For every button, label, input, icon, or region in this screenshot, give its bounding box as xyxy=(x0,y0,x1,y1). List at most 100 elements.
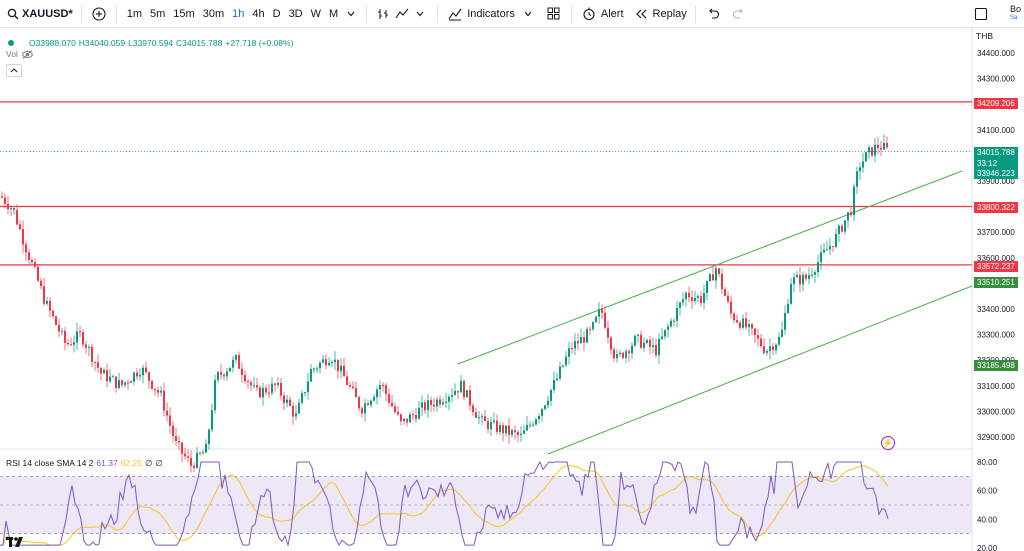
candle-up-body xyxy=(142,367,144,376)
candle-down-body xyxy=(649,339,651,347)
candle-down-body xyxy=(106,369,108,382)
candle-up-body xyxy=(226,371,228,377)
chevron-down-icon[interactable] xyxy=(519,5,537,23)
candle-up-body xyxy=(511,430,513,435)
candle-up-body xyxy=(625,351,627,358)
candle-up-body xyxy=(73,342,75,345)
candle-up-body xyxy=(460,381,462,393)
candle-down-body xyxy=(343,365,345,377)
candle-down-body xyxy=(412,414,414,416)
timeframe-d[interactable]: D xyxy=(272,7,281,20)
layouts-button[interactable] xyxy=(541,3,567,25)
candle-down-body xyxy=(199,452,201,454)
price-tick-label: 33300.000 xyxy=(977,331,1015,340)
candle-down-body xyxy=(469,390,471,406)
candle-up-body xyxy=(373,397,375,401)
price-tick-label: 34400.000 xyxy=(977,49,1015,58)
candle-up-body xyxy=(133,372,135,382)
undo-button[interactable] xyxy=(700,3,726,25)
candle-up-body xyxy=(124,382,126,385)
fullscreen-icon[interactable] xyxy=(972,5,990,23)
chevron-down-icon[interactable] xyxy=(342,5,360,23)
candle-down-body xyxy=(628,351,630,354)
candle-up-body xyxy=(679,302,681,308)
timeframe-w[interactable]: W xyxy=(310,7,322,20)
candle-up-body xyxy=(553,380,555,390)
lightning-icon[interactable]: ⚡ xyxy=(881,436,895,450)
candle-down-body xyxy=(325,359,327,366)
alert-label: Alert xyxy=(600,7,624,20)
candle-up-body xyxy=(316,368,318,370)
price-label-level-1: 34209.206 xyxy=(974,98,1018,109)
timeframe-3d[interactable]: 3D xyxy=(288,7,303,20)
collapse-legend-button[interactable] xyxy=(6,64,22,77)
candle-up-body xyxy=(778,336,780,345)
candle-up-body xyxy=(286,399,288,403)
candle-up-body xyxy=(520,433,522,436)
timeframe-4h[interactable]: 4h xyxy=(252,7,265,20)
candle-up-body xyxy=(550,389,552,401)
candle-down-body xyxy=(151,380,153,389)
tradingview-logo[interactable] xyxy=(6,536,28,551)
candle-up-body xyxy=(160,390,162,393)
indicators-button[interactable]: Indicators xyxy=(442,3,541,25)
eye-off-icon[interactable] xyxy=(22,49,34,59)
chart-area[interactable]: 34400.00034300.00034100.00034000.0003390… xyxy=(0,28,1024,551)
candle-down-body xyxy=(583,337,585,343)
candle-down-body xyxy=(31,259,33,263)
candle-up-body xyxy=(298,402,300,414)
candle-up-body xyxy=(535,419,537,425)
candle-up-body xyxy=(448,396,450,402)
candle-down-body xyxy=(799,274,801,285)
currency-label[interactable]: THB xyxy=(976,31,993,41)
timeframe-5m[interactable]: 5m xyxy=(150,7,166,20)
timeframe-m[interactable]: M xyxy=(329,7,339,20)
symbol-search[interactable]: XAUUSD * xyxy=(0,3,77,25)
compare-button[interactable] xyxy=(86,3,112,25)
candle-down-body xyxy=(430,400,432,405)
timeframe-30m[interactable]: 30m xyxy=(202,7,225,20)
redo-button[interactable] xyxy=(726,3,752,25)
timeframe-1m[interactable]: 1m xyxy=(126,7,143,20)
chart-type-button[interactable] xyxy=(371,3,433,25)
candle-up-body xyxy=(859,167,861,172)
candle-up-body xyxy=(481,416,483,418)
candle-up-body xyxy=(271,383,273,393)
candle-down-body xyxy=(886,142,888,148)
candle-down-body xyxy=(70,344,72,346)
candle-down-body xyxy=(757,335,759,339)
candle-up-body xyxy=(715,268,717,281)
candle-down-body xyxy=(166,410,168,416)
candle-down-body xyxy=(391,402,393,407)
candle-down-body xyxy=(700,296,702,303)
candle-down-body xyxy=(274,383,276,386)
chevron-down-icon[interactable] xyxy=(411,5,429,23)
candle-up-body xyxy=(598,309,600,317)
candle-down-body xyxy=(361,408,363,414)
chart-canvas[interactable]: 34400.00034300.00034100.00034000.0003390… xyxy=(0,28,1024,551)
candle-down-body xyxy=(148,372,150,381)
candle-up-body xyxy=(421,402,423,408)
price-tick-label: 33700.000 xyxy=(977,228,1015,237)
rsi-label: RSI 14 close SMA 14 2 xyxy=(6,458,94,468)
candle-down-body xyxy=(472,405,474,413)
alert-button[interactable]: Alert xyxy=(576,3,628,25)
legend-high: H34040.059 xyxy=(78,38,126,48)
timeframe-15m[interactable]: 15m xyxy=(173,7,195,20)
price-label-current: 34015.788 xyxy=(974,147,1018,158)
candle-up-body xyxy=(331,362,333,364)
candle-down-body xyxy=(613,349,615,359)
candle-up-body xyxy=(130,381,132,383)
timeframe-1h[interactable]: 1h xyxy=(232,7,245,20)
replay-button[interactable]: Replay xyxy=(628,3,691,25)
candle-down-body xyxy=(871,147,873,156)
account-corner[interactable]: Bo Sa xyxy=(1010,5,1024,23)
candle-up-body xyxy=(592,322,594,330)
line-chart-icon[interactable] xyxy=(393,5,411,23)
candle-down-body xyxy=(115,376,117,388)
candle-down-body xyxy=(712,274,714,281)
candle-down-body xyxy=(724,289,726,296)
candle-down-body xyxy=(502,425,504,434)
candle-up-body xyxy=(823,249,825,253)
rsi-extra-2: ∅ xyxy=(155,458,163,468)
